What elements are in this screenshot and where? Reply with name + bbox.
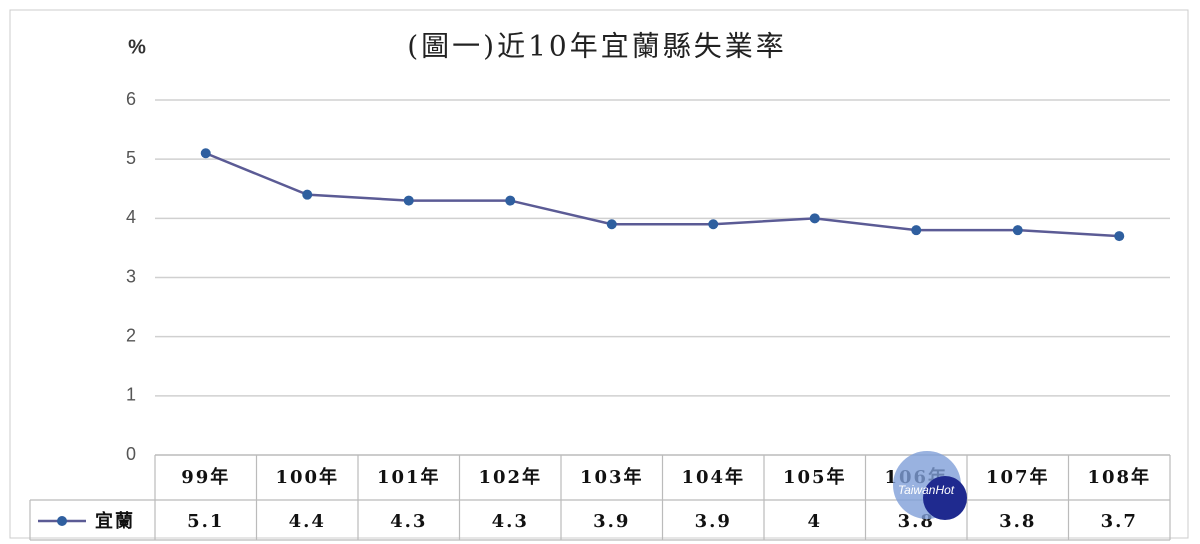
x-tick-label: 108年 (1087, 466, 1151, 488)
x-tick-label: 107年 (986, 466, 1050, 488)
table-value: 5.1 (187, 511, 224, 532)
series-marker (1114, 231, 1125, 242)
table-value: 4.3 (492, 511, 529, 532)
watermark: TaiwanHot (898, 483, 955, 497)
series-marker (708, 219, 719, 230)
x-tick-label: 99年 (181, 466, 230, 488)
x-tick-label: 105年 (783, 466, 847, 488)
y-tick-label: 1 (126, 385, 136, 405)
table-value: 4.4 (289, 511, 326, 532)
table-value: 3.9 (593, 511, 630, 532)
series-marker (606, 219, 617, 230)
x-tick-label: 100年 (275, 466, 339, 488)
table-value: 4 (807, 511, 822, 532)
table-value: 3.9 (695, 511, 732, 532)
x-tick-label: 101年 (377, 466, 441, 488)
legend-label: 宜蘭 (95, 510, 135, 532)
y-axis-label: % (128, 36, 146, 58)
series-marker (302, 189, 313, 200)
table-value: 3.7 (1101, 511, 1138, 532)
watermark-circle (923, 476, 967, 520)
x-tick-label: 102年 (478, 466, 542, 488)
chart-title: (圖一)近10年宜蘭縣失業率 (407, 30, 786, 63)
chart-frame (9, 9, 1189, 539)
legend-marker (57, 516, 67, 526)
series-marker (505, 195, 516, 206)
x-tick-label: 104年 (681, 466, 745, 488)
table-value: 3.8 (999, 511, 1036, 532)
y-tick-label: 6 (126, 89, 136, 109)
y-tick-label: 4 (126, 207, 136, 227)
series-marker (911, 225, 922, 236)
x-tick-label: 103年 (580, 466, 644, 488)
y-tick-label: 0 (126, 444, 136, 464)
series-marker (809, 213, 820, 224)
y-tick-label: 5 (126, 148, 136, 168)
series-line (205, 152, 1120, 238)
y-tick-label: 2 (126, 325, 136, 345)
table-value: 4.3 (390, 511, 427, 532)
series-marker (1012, 225, 1023, 236)
series-marker (403, 195, 414, 206)
y-tick-label: 3 (126, 266, 136, 286)
series-marker (200, 148, 211, 159)
